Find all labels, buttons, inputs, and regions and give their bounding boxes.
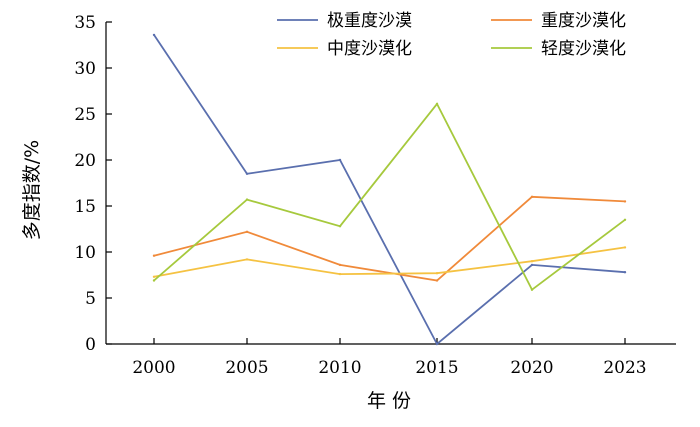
legend-label: 轻度沙漠化 xyxy=(541,39,626,59)
x-axis-title: 年 份 xyxy=(367,390,411,412)
x-tick-label: 2015 xyxy=(415,358,458,378)
y-tick-label: 15 xyxy=(74,197,96,217)
x-tick-label: 2023 xyxy=(603,358,646,378)
data-point xyxy=(530,195,534,198)
y-tick-label: 25 xyxy=(74,105,96,125)
legend-item: 中度沙漠化 xyxy=(277,39,412,59)
data-point xyxy=(152,33,156,37)
data-point xyxy=(245,230,249,233)
data-point xyxy=(338,158,342,162)
legend-item: 轻度沙漠化 xyxy=(491,39,626,59)
data-point xyxy=(152,279,156,282)
axes-group xyxy=(105,22,676,345)
legend-label: 极重度沙漠 xyxy=(327,11,412,31)
legend-item: 重度沙漠化 xyxy=(491,11,626,31)
y-ticks-group: 0 5 10 15 20 25 30 35 xyxy=(74,13,112,355)
data-point xyxy=(152,275,156,278)
y-axis-title: 多度指数/% xyxy=(21,140,43,240)
data-point xyxy=(435,279,439,282)
data-point xyxy=(530,263,534,267)
y-tick-label: 10 xyxy=(74,243,96,263)
data-point xyxy=(530,260,534,263)
data-point xyxy=(623,246,627,249)
x-tick-label: 2010 xyxy=(318,358,361,378)
series-line-2 xyxy=(153,195,626,282)
data-point xyxy=(338,225,342,228)
data-point xyxy=(338,263,342,267)
y-tick-label: 30 xyxy=(74,59,96,79)
series-line-1 xyxy=(153,34,626,346)
data-point xyxy=(245,172,249,175)
data-point xyxy=(623,218,627,221)
series-lines-group xyxy=(152,33,627,346)
y-tick-label: 5 xyxy=(85,289,96,309)
data-point xyxy=(623,271,627,274)
legend-label: 重度沙漠化 xyxy=(541,11,626,31)
y-tick-label: 0 xyxy=(85,335,96,355)
y-tick-label: 20 xyxy=(74,151,96,171)
x-tick-label: 2020 xyxy=(510,358,553,378)
series-line-3 xyxy=(153,246,626,278)
data-point xyxy=(245,198,249,201)
legend-label: 中度沙漠化 xyxy=(327,39,412,59)
data-point xyxy=(435,272,439,275)
data-point xyxy=(623,200,627,203)
series-line-4 xyxy=(153,102,626,292)
legend-item: 极重度沙漠 xyxy=(277,11,412,31)
y-tick-label: 35 xyxy=(74,13,96,33)
data-point xyxy=(530,288,534,291)
data-point xyxy=(435,102,439,106)
x-ticks-group: 2000 2005 2010 2015 2020 2023 xyxy=(132,338,647,378)
data-point xyxy=(245,258,249,261)
data-point xyxy=(435,342,439,346)
x-tick-label: 2005 xyxy=(225,358,268,378)
x-tick-label: 2000 xyxy=(132,358,175,378)
data-point xyxy=(152,254,156,257)
data-point xyxy=(338,272,342,276)
